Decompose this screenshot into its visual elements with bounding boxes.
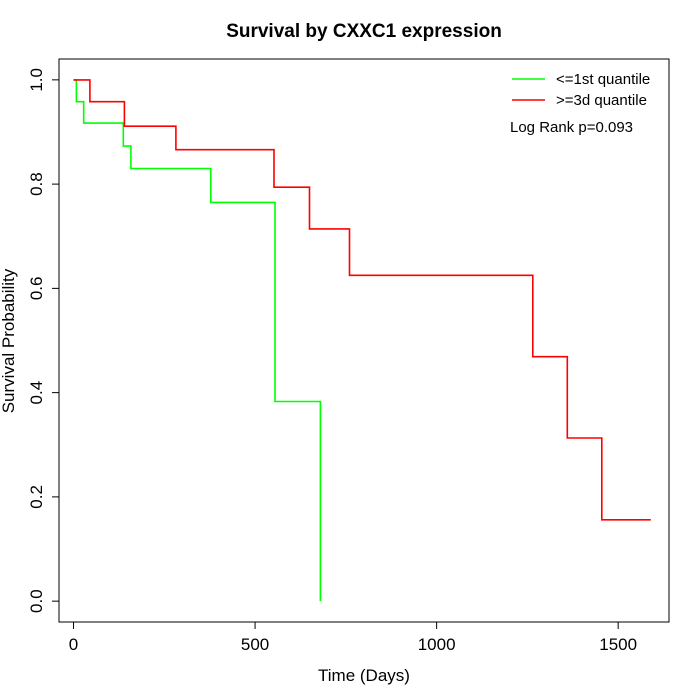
y-axis: 0.0 0.2 0.4 0.6 0.8 1.0 <box>27 68 60 613</box>
survival-curve-low-quantile <box>73 79 322 602</box>
y-tick-label: 0.6 <box>27 277 46 301</box>
plot-area-border <box>58 58 670 623</box>
x-axis-label: Time (Days) <box>318 666 410 685</box>
y-tick-label: 0.4 <box>27 381 46 405</box>
legend: <=1st quantile >=3d quantile <box>512 71 650 109</box>
legend-label-high-quantile: >=3d quantile <box>556 92 647 109</box>
y-tick-label: 0.8 <box>27 172 46 196</box>
x-tick-label: 1000 <box>418 635 456 654</box>
x-tick-label: 500 <box>241 635 269 654</box>
y-tick-label: 0.0 <box>27 589 46 613</box>
x-tick-label: 1500 <box>599 635 637 654</box>
log-rank-annotation: Log Rank p=0.093 <box>510 119 633 136</box>
chart-title: Survival by CXXC1 expression <box>226 21 502 42</box>
y-tick-label: 1.0 <box>27 68 46 92</box>
x-tick-label: 0 <box>69 635 78 654</box>
x-axis: 0 500 1000 1500 <box>69 621 637 654</box>
series-layer <box>73 79 651 602</box>
y-axis-label: Survival Probability <box>0 268 18 413</box>
survival-curve-high-quantile <box>73 79 651 521</box>
legend-label-low-quantile: <=1st quantile <box>556 71 650 88</box>
y-tick-label: 0.2 <box>27 485 46 509</box>
